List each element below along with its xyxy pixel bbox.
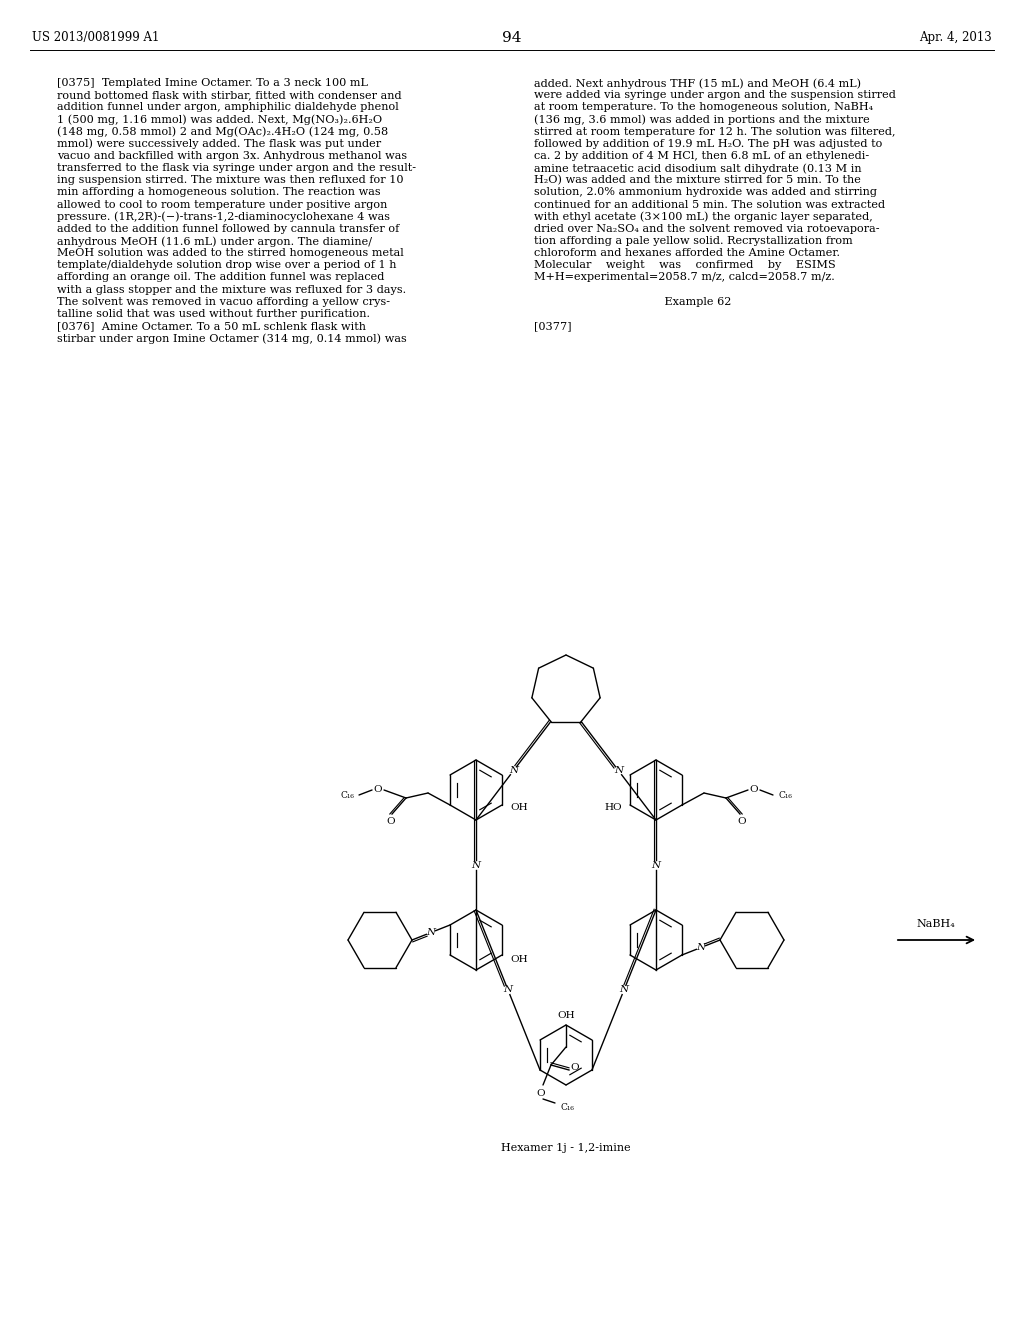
Text: OH: OH xyxy=(510,804,527,813)
Text: with ethyl acetate (3×100 mL) the organic layer separated,: with ethyl acetate (3×100 mL) the organi… xyxy=(534,211,872,222)
Text: [0375]  Templated Imine Octamer. To a 3 neck 100 mL: [0375] Templated Imine Octamer. To a 3 n… xyxy=(57,78,368,88)
Text: Hexamer 1j - 1,2-imine: Hexamer 1j - 1,2-imine xyxy=(501,1143,631,1152)
Text: N: N xyxy=(504,986,513,994)
Text: O: O xyxy=(737,817,746,825)
Text: ing suspension stirred. The mixture was then refluxed for 10: ing suspension stirred. The mixture was … xyxy=(57,176,403,185)
Text: O: O xyxy=(537,1089,546,1097)
Text: talline solid that was used without further purification.: talline solid that was used without furt… xyxy=(57,309,370,319)
Text: pressure. (1R,2R)-(−)-trans-1,2-diaminocyclohexane 4 was: pressure. (1R,2R)-(−)-trans-1,2-diaminoc… xyxy=(57,211,390,222)
Text: US 2013/0081999 A1: US 2013/0081999 A1 xyxy=(32,32,160,45)
Text: added to the addition funnel followed by cannula transfer of: added to the addition funnel followed by… xyxy=(57,224,399,234)
Text: HO: HO xyxy=(604,804,622,813)
Text: min affording a homogeneous solution. The reaction was: min affording a homogeneous solution. Th… xyxy=(57,187,381,198)
Text: N: N xyxy=(651,861,660,870)
Text: N: N xyxy=(614,767,624,775)
Text: M+H=experimental=2058.7 m/z, calcd=2058.7 m/z.: M+H=experimental=2058.7 m/z, calcd=2058.… xyxy=(534,272,835,282)
Text: transferred to the flask via syringe under argon and the result-: transferred to the flask via syringe und… xyxy=(57,164,416,173)
Text: amine tetraacetic acid disodium salt dihydrate (0.13 M in: amine tetraacetic acid disodium salt dih… xyxy=(534,164,861,174)
Text: [0377]: [0377] xyxy=(534,321,571,331)
Text: H₂O) was added and the mixture stirred for 5 min. To the: H₂O) was added and the mixture stirred f… xyxy=(534,176,861,186)
Text: O: O xyxy=(374,785,382,795)
Text: added. Next anhydrous THF (15 mL) and MeOH (6.4 mL): added. Next anhydrous THF (15 mL) and Me… xyxy=(534,78,861,88)
Text: Molecular    weight    was    confirmed    by    ESIMS: Molecular weight was confirmed by ESIMS xyxy=(534,260,836,271)
Text: 1 (500 mg, 1.16 mmol) was added. Next, Mg(NO₃)₂.6H₂O: 1 (500 mg, 1.16 mmol) was added. Next, M… xyxy=(57,115,382,125)
Text: MeOH solution was added to the stirred homogeneous metal: MeOH solution was added to the stirred h… xyxy=(57,248,403,259)
Text: [0376]  Amine Octamer. To a 50 mL schlenk flask with: [0376] Amine Octamer. To a 50 mL schlenk… xyxy=(57,321,366,331)
Text: N: N xyxy=(426,928,435,937)
Text: stirbar under argon Imine Octamer (314 mg, 0.14 mmol) was: stirbar under argon Imine Octamer (314 m… xyxy=(57,333,407,343)
Text: followed by addition of 19.9 mL H₂O. The pH was adjusted to: followed by addition of 19.9 mL H₂O. The… xyxy=(534,139,883,149)
Text: C₁₆: C₁₆ xyxy=(340,791,354,800)
Text: OH: OH xyxy=(557,1011,574,1019)
Text: N: N xyxy=(620,986,629,994)
Text: C₁₆: C₁₆ xyxy=(778,791,792,800)
Text: Example 62: Example 62 xyxy=(534,297,731,306)
Text: O: O xyxy=(570,1064,580,1072)
Text: at room temperature. To the homogeneous solution, NaBH₄: at room temperature. To the homogeneous … xyxy=(534,103,873,112)
Text: template/dialdehyde solution drop wise over a period of 1 h: template/dialdehyde solution drop wise o… xyxy=(57,260,396,271)
Text: (136 mg, 3.6 mmol) was added in portions and the mixture: (136 mg, 3.6 mmol) was added in portions… xyxy=(534,115,869,125)
Text: allowed to cool to room temperature under positive argon: allowed to cool to room temperature unde… xyxy=(57,199,387,210)
Text: Apr. 4, 2013: Apr. 4, 2013 xyxy=(920,32,992,45)
Text: dried over Na₂SO₄ and the solvent removed via rotoevapora-: dried over Na₂SO₄ and the solvent remove… xyxy=(534,224,880,234)
Text: continued for an additional 5 min. The solution was extracted: continued for an additional 5 min. The s… xyxy=(534,199,885,210)
Text: OH: OH xyxy=(510,956,527,965)
Text: C₁₆: C₁₆ xyxy=(560,1102,573,1111)
Text: vacuo and backfilled with argon 3x. Anhydrous methanol was: vacuo and backfilled with argon 3x. Anhy… xyxy=(57,150,408,161)
Text: solution, 2.0% ammonium hydroxide was added and stirring: solution, 2.0% ammonium hydroxide was ad… xyxy=(534,187,877,198)
Text: were added via syringe under argon and the suspension stirred: were added via syringe under argon and t… xyxy=(534,90,896,100)
Text: (148 mg, 0.58 mmol) 2 and Mg(OAc)₂.4H₂O (124 mg, 0.58: (148 mg, 0.58 mmol) 2 and Mg(OAc)₂.4H₂O … xyxy=(57,127,388,137)
Text: anhydrous MeOH (11.6 mL) under argon. The diamine/: anhydrous MeOH (11.6 mL) under argon. Th… xyxy=(57,236,372,247)
Text: stirred at room temperature for 12 h. The solution was filtered,: stirred at room temperature for 12 h. Th… xyxy=(534,127,896,136)
Text: N: N xyxy=(509,767,518,775)
Text: chloroform and hexanes afforded the Amine Octamer.: chloroform and hexanes afforded the Amin… xyxy=(534,248,840,259)
Text: round bottomed flask with stirbar, fitted with condenser and: round bottomed flask with stirbar, fitte… xyxy=(57,90,401,100)
Text: N: N xyxy=(471,861,480,870)
Text: O: O xyxy=(387,817,395,825)
Text: mmol) were successively added. The flask was put under: mmol) were successively added. The flask… xyxy=(57,139,381,149)
Text: N: N xyxy=(696,942,706,952)
Text: ca. 2 by addition of 4 M HCl, then 6.8 mL of an ethylenedi-: ca. 2 by addition of 4 M HCl, then 6.8 m… xyxy=(534,150,869,161)
Text: NaBH₄: NaBH₄ xyxy=(916,919,955,929)
Text: addition funnel under argon, amphiphilic dialdehyde phenol: addition funnel under argon, amphiphilic… xyxy=(57,103,398,112)
Text: affording an orange oil. The addition funnel was replaced: affording an orange oil. The addition fu… xyxy=(57,272,384,282)
Text: tion affording a pale yellow solid. Recrystallization from: tion affording a pale yellow solid. Recr… xyxy=(534,236,853,246)
Text: The solvent was removed in vacuo affording a yellow crys-: The solvent was removed in vacuo affordi… xyxy=(57,297,390,306)
Text: O: O xyxy=(750,785,759,795)
Text: with a glass stopper and the mixture was refluxed for 3 days.: with a glass stopper and the mixture was… xyxy=(57,285,407,294)
Text: 94: 94 xyxy=(502,30,522,45)
